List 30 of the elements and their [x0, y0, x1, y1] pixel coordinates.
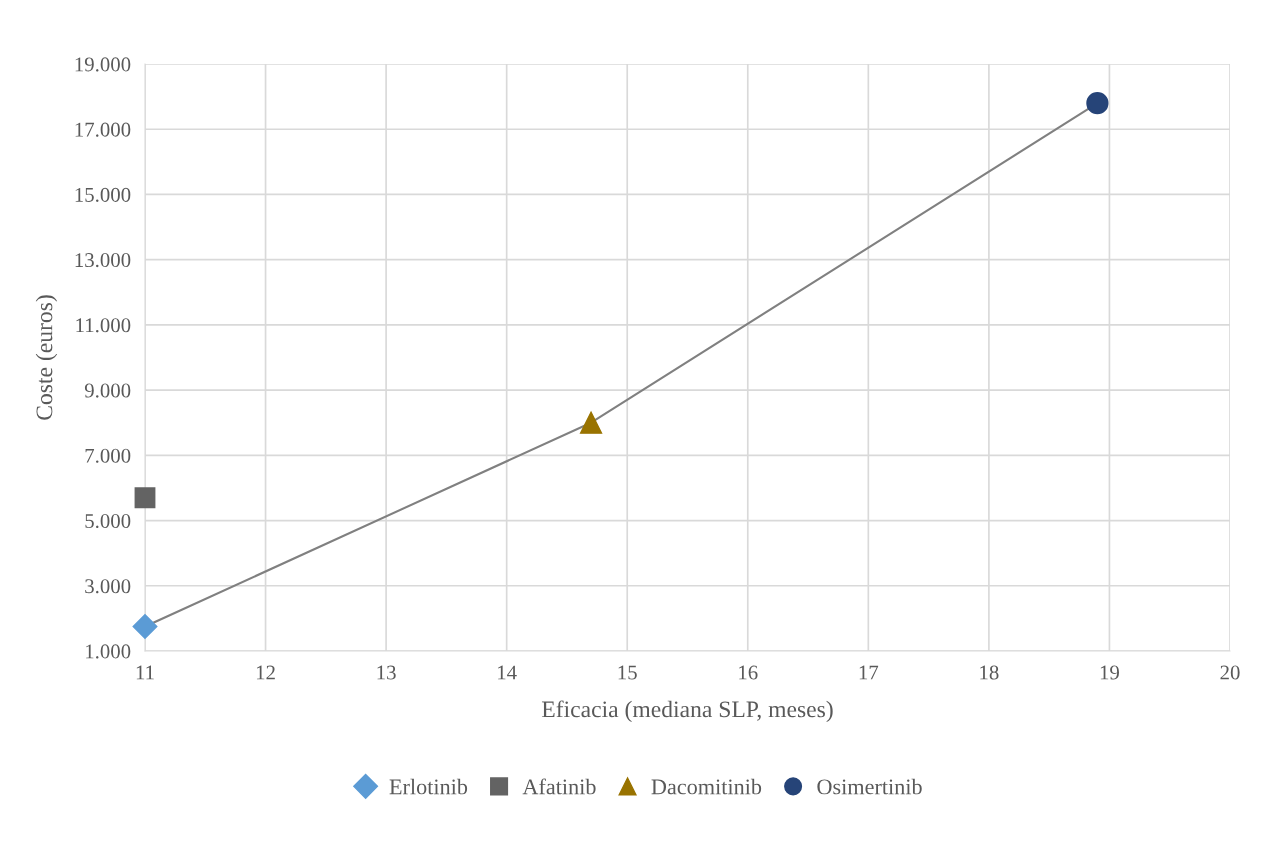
y-tick-label: 9.000 [84, 383, 131, 398]
y-axis-title: Coste (euros) [35, 295, 58, 420]
point [134, 487, 156, 509]
x-axis-title: Eficacia (mediana SLP, meses) [541, 700, 833, 723]
legend-label: Afatinib [522, 778, 596, 795]
y-tick-label: 3.000 [85, 579, 131, 594]
x-tick-label: 15 [618, 665, 637, 680]
x-tick-label: 12 [256, 665, 275, 680]
y-tick-label: 5.000 [85, 513, 131, 529]
y-tick-label: 11.000 [76, 318, 131, 333]
y-tick-label: 15.000 [75, 187, 131, 202]
x-tick-label: 16 [739, 665, 758, 680]
point [579, 411, 603, 434]
x-tick-label: 20 [1220, 665, 1240, 680]
y-tick-label: 17.000 [75, 122, 131, 137]
x-tick-label: 18 [980, 665, 999, 680]
y-tick-label: 7.000 [85, 448, 131, 463]
y-tick-label: 13.000 [75, 253, 131, 268]
x-tick-label: 11 [136, 665, 154, 680]
x-tick-label: 19 [1100, 665, 1120, 680]
x-tick-label: 17 [859, 665, 879, 680]
point [132, 614, 158, 640]
legend-label: Erlotinib [389, 778, 468, 795]
y-tick-label: 1.000 [86, 644, 131, 659]
legend-label: Dacomitinib [651, 778, 762, 795]
x-tick-label: 14 [498, 665, 517, 680]
x-tick-label: 13 [377, 665, 396, 680]
legend-label: Osimertinib [817, 778, 922, 795]
point [1086, 92, 1109, 115]
y-tick-label: 19.000 [75, 57, 131, 72]
